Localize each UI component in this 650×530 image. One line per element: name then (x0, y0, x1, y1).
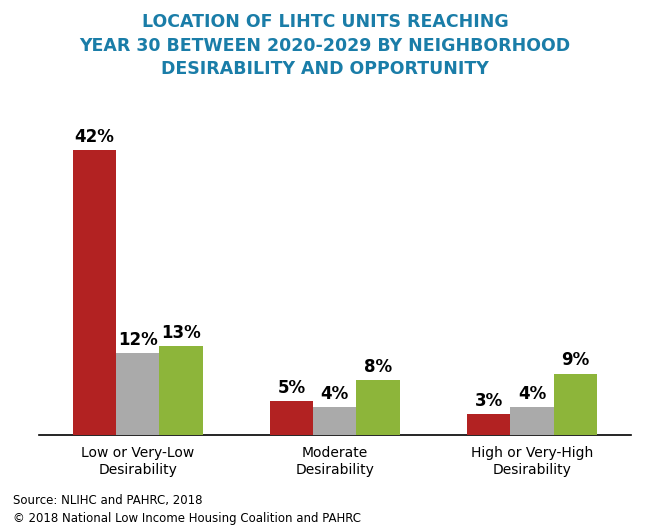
Text: 9%: 9% (561, 351, 590, 369)
Bar (554, 374, 597, 435)
Bar (73, 149, 116, 435)
Text: 13%: 13% (161, 324, 201, 342)
Text: 8%: 8% (364, 358, 392, 376)
Text: 3%: 3% (474, 392, 502, 410)
Bar (510, 408, 554, 435)
Bar (356, 381, 400, 435)
Text: 12%: 12% (118, 331, 157, 349)
Bar (313, 408, 356, 435)
Text: LOCATION OF LIHTC UNITS REACHING
YEAR 30 BETWEEN 2020-2029 BY NEIGHBORHOOD
DESIR: LOCATION OF LIHTC UNITS REACHING YEAR 30… (79, 13, 571, 78)
Bar (467, 414, 510, 435)
Text: 4%: 4% (518, 385, 546, 403)
Bar (270, 401, 313, 435)
Text: 42%: 42% (74, 128, 114, 146)
Bar (116, 353, 159, 435)
Text: 4%: 4% (320, 385, 349, 403)
Bar (159, 347, 203, 435)
Text: 5%: 5% (278, 378, 306, 396)
Text: Source: NLIHC and PAHRC, 2018
© 2018 National Low Income Housing Coalition and P: Source: NLIHC and PAHRC, 2018 © 2018 Nat… (13, 494, 361, 525)
